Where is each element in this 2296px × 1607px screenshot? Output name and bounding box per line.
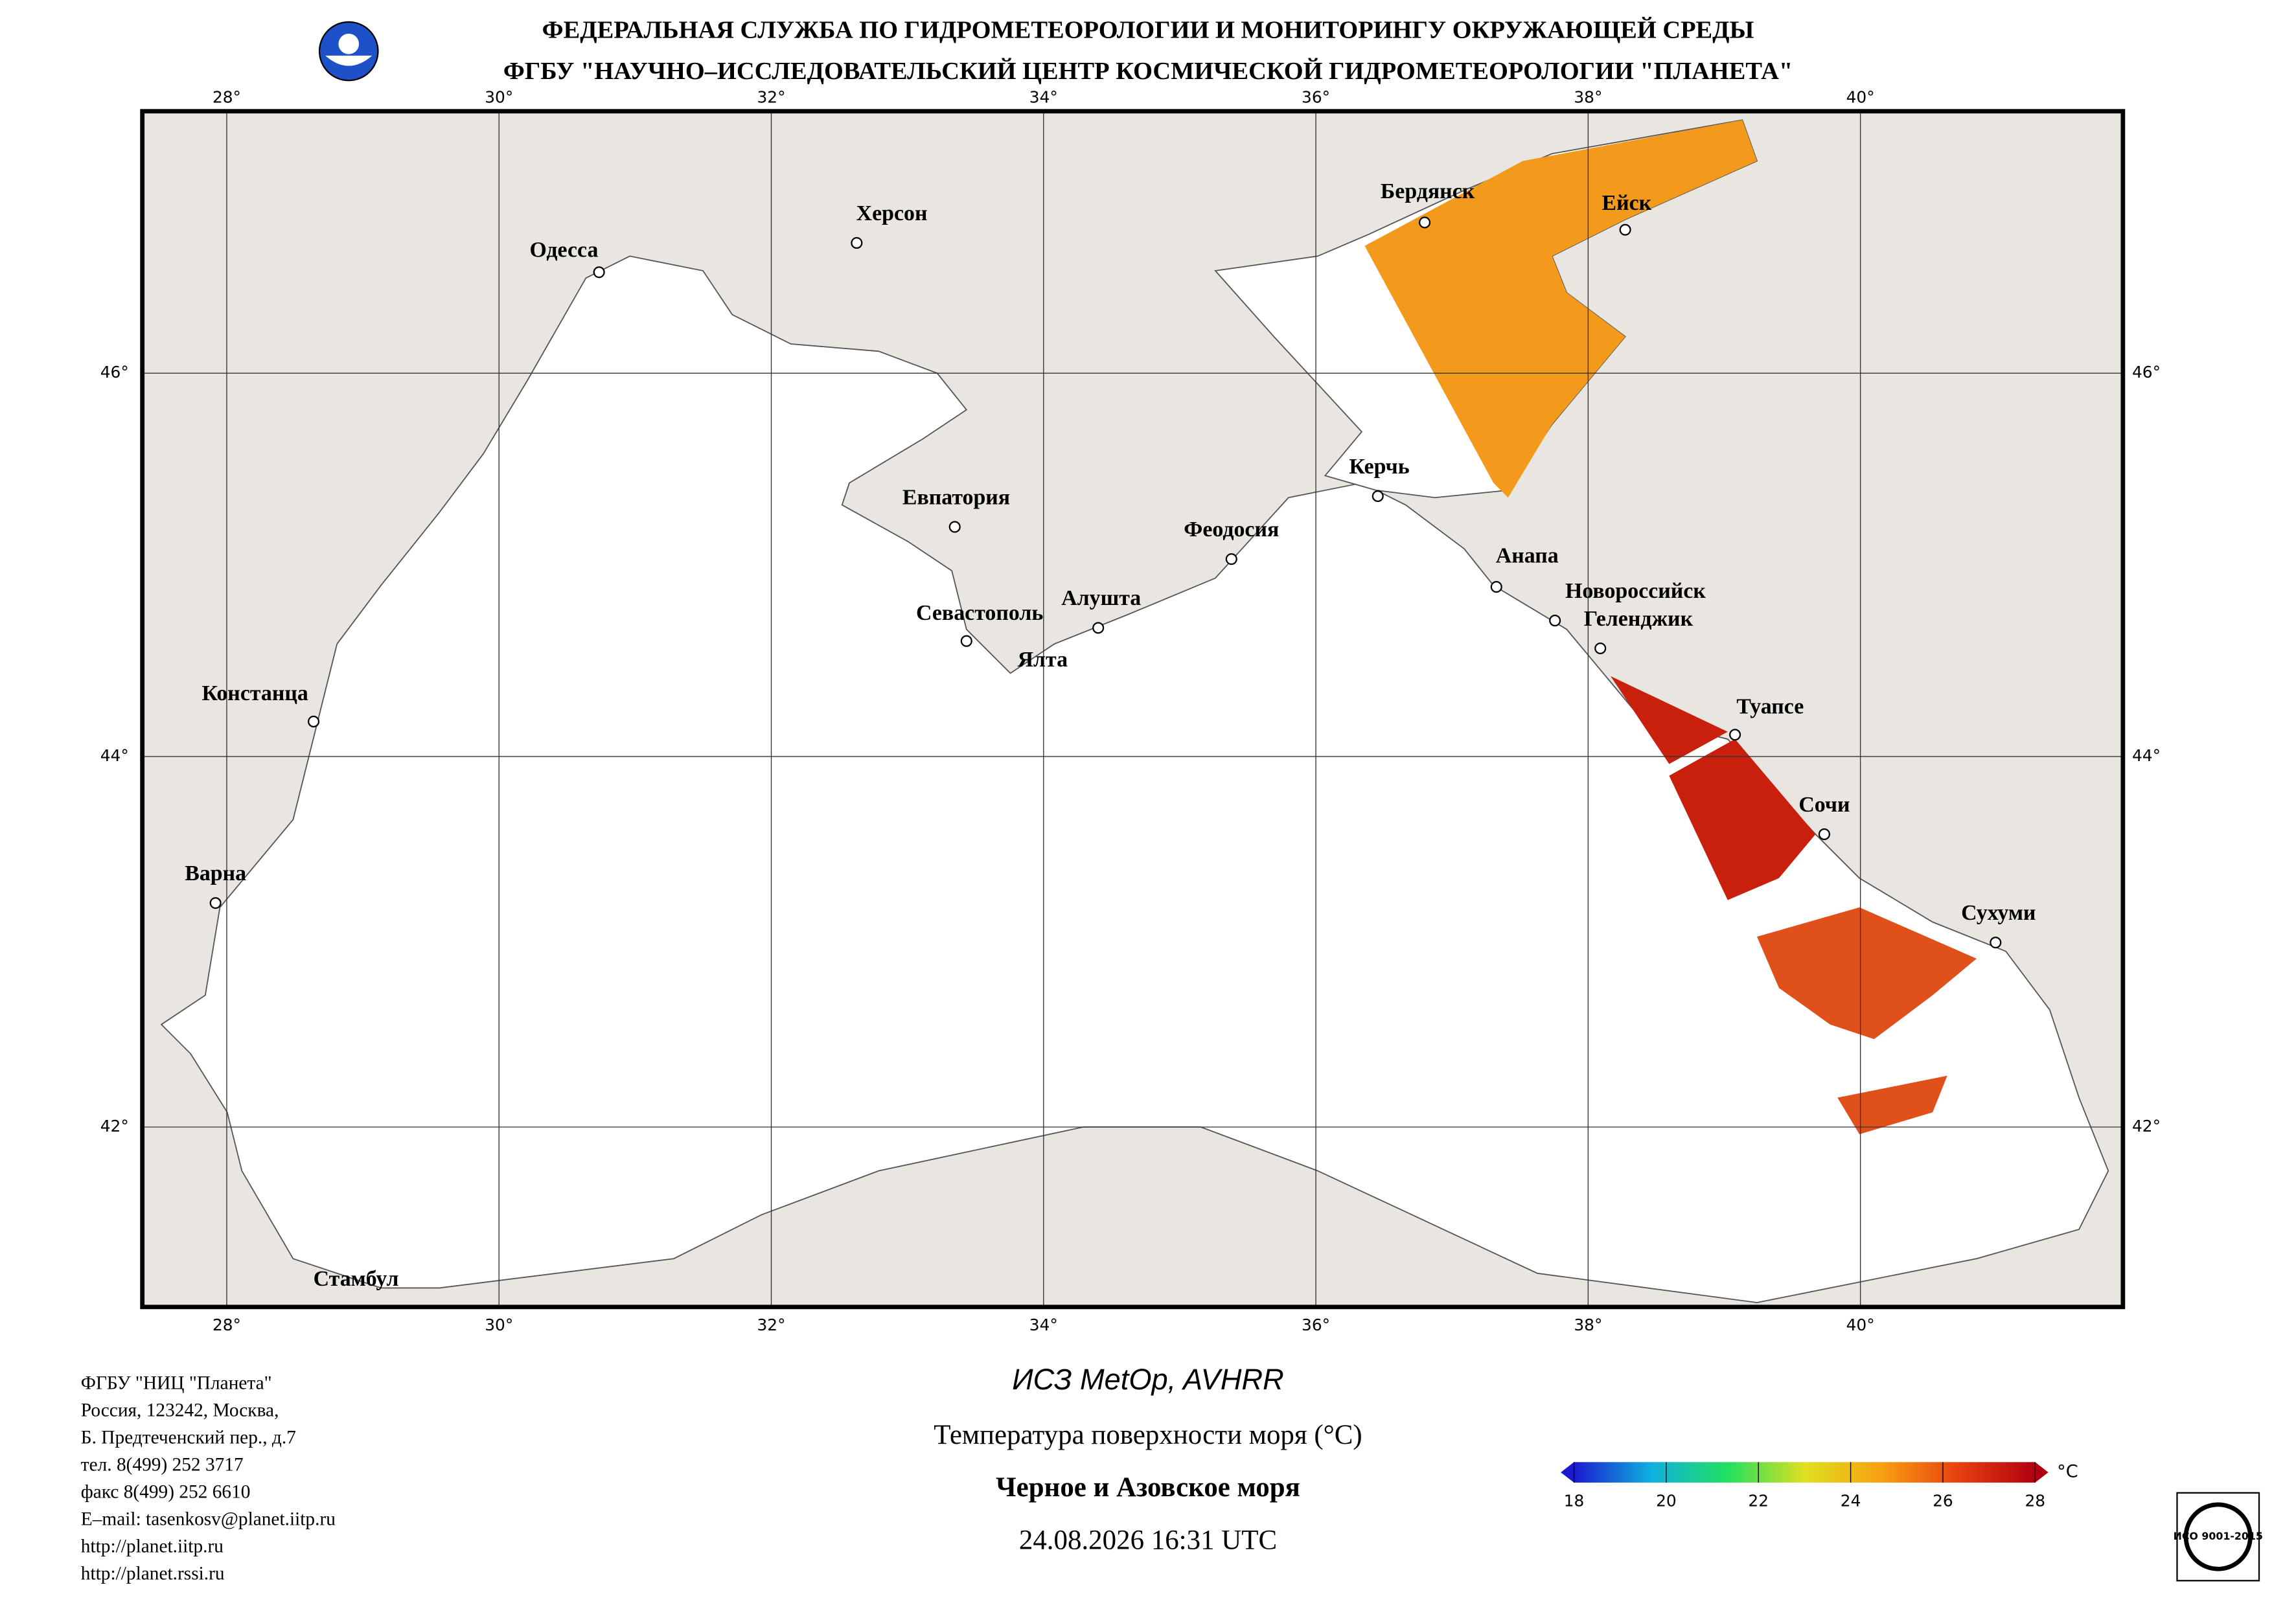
colorbar-arrow (1561, 1462, 1574, 1483)
header-line: ФГБУ "НАУЧНО–ИССЛЕДОВАТЕЛЬСКИЙ ЦЕНТР КОС… (503, 58, 1793, 85)
city-label: Стамбул (314, 1267, 399, 1291)
lon-label: 34° (1029, 87, 1058, 106)
map-frame (140, 109, 2126, 1310)
city-label: Туапсе (1736, 694, 1804, 718)
sst-patches (1756, 907, 1977, 1135)
lon-label: 34° (1029, 1316, 1058, 1334)
city-marker (593, 266, 605, 279)
city-label: Евпатория (902, 485, 1010, 509)
city-marker (960, 635, 972, 647)
lon-label: 38° (1574, 87, 1602, 106)
satellite: ИСЗ MetOp, AVHRR (1012, 1363, 1283, 1396)
city-label: Сочи (1798, 793, 1850, 817)
colorbar-unit: °C (2057, 1462, 2078, 1482)
colorbar-arrow (2035, 1462, 2049, 1483)
address-line: факс 8(499) 252 6610 (81, 1481, 251, 1502)
colorbar-tick-label: 24 (1841, 1491, 1861, 1510)
city-marker (851, 237, 863, 249)
city-marker (209, 897, 222, 909)
lon-label: 40° (1846, 87, 1875, 106)
city-label: Ялта (1018, 648, 1068, 672)
lat-label: 42° (2132, 1117, 2161, 1135)
city-marker (1729, 729, 1741, 741)
address-line: ФГБУ "НИЦ "Планета" (81, 1373, 272, 1393)
city-marker (1225, 553, 1237, 565)
map: Одесса Херсон Бердянск Ейск Евпатория Керчь Фе… (140, 109, 2126, 1310)
city-marker (1818, 828, 1830, 840)
city-marker (308, 715, 320, 728)
city-label: Одесса (529, 238, 598, 262)
city-label: Керчь (1349, 455, 1409, 479)
black-sea (160, 255, 2109, 1303)
city-label: Херсон (856, 201, 928, 225)
city-marker (1594, 642, 1607, 655)
city-label: Геленджик (1584, 607, 1693, 631)
region: Черное и Азовское моря (996, 1472, 1300, 1503)
iso-stamp: ИСО 9001-2015 (2174, 1492, 2263, 1582)
address-line: Б. Предтеченский пер., д.7 (81, 1427, 296, 1448)
address-line: тел. 8(499) 252 3717 (81, 1454, 244, 1475)
city-label: Сухуми (1961, 901, 2036, 925)
address-line: http://planet.iitp.ru (81, 1536, 224, 1556)
iso-text: ИСО 9001-2015 (2174, 1530, 2263, 1542)
city-marker (1419, 216, 1431, 229)
sst-swath-tuapse (1611, 676, 1816, 900)
header-line: ФЕДЕРАЛЬНАЯ СЛУЖБА ПО ГИДРОМЕТЕОРОЛОГИИ … (542, 17, 1754, 44)
city-label: Новороссийск (1565, 579, 1706, 603)
city-label: Севастополь (916, 601, 1043, 625)
city-marker (1490, 581, 1502, 593)
city-marker (1990, 937, 2002, 949)
colorbar-tick-label: 28 (2025, 1491, 2045, 1510)
lat-label: 42° (100, 1117, 129, 1135)
address-line: Россия, 123242, Москва, (81, 1400, 279, 1420)
product: Температура поверхности моря (°C) (934, 1420, 1362, 1450)
datetime: 24.08.2026 16:31 UTC (1019, 1525, 1277, 1555)
colorbar-tick-label: 26 (1933, 1491, 1953, 1510)
address-line: E–mail: tasenkosv@planet.iitp.ru (81, 1509, 336, 1529)
colorbar-tick-label: 20 (1656, 1491, 1677, 1510)
lon-label: 30° (485, 87, 513, 106)
lon-label: 32° (757, 1316, 786, 1334)
city-marker (948, 521, 961, 533)
city-marker (1372, 490, 1384, 503)
city-marker (1092, 622, 1105, 634)
lon-label: 36° (1302, 87, 1330, 106)
lat-label: 46° (100, 363, 129, 382)
city-label: Феодосия (1184, 518, 1279, 541)
city-label: Варна (185, 861, 246, 885)
city-label: Ейск (1602, 191, 1652, 215)
city-label: Констанца (201, 681, 308, 705)
lat-label: 46° (2132, 363, 2161, 382)
city-label: Алушта (1061, 586, 1141, 610)
address-line: http://planet.rssi.ru (81, 1563, 225, 1584)
colorbar-tick-label: 22 (1748, 1491, 1769, 1510)
city-label: Бердянск (1381, 179, 1475, 203)
lon-label: 32° (757, 87, 786, 106)
lat-label: 44° (2132, 746, 2161, 765)
city-marker (1619, 223, 1631, 236)
lon-label: 30° (485, 1316, 513, 1334)
colorbar-tick-label: 18 (1564, 1491, 1585, 1510)
lat-label: 44° (100, 746, 129, 765)
lon-label: 36° (1302, 1316, 1330, 1334)
colorbar (1574, 1462, 2036, 1483)
lon-label: 28° (212, 87, 241, 106)
lon-label: 28° (212, 1316, 241, 1334)
sst-swath-azov (1364, 120, 1757, 498)
lon-label: 38° (1574, 1316, 1602, 1334)
city-marker (1549, 615, 1561, 627)
lon-label: 40° (1846, 1316, 1875, 1334)
city-label: Анапа (1496, 544, 1559, 568)
logo (318, 21, 379, 82)
